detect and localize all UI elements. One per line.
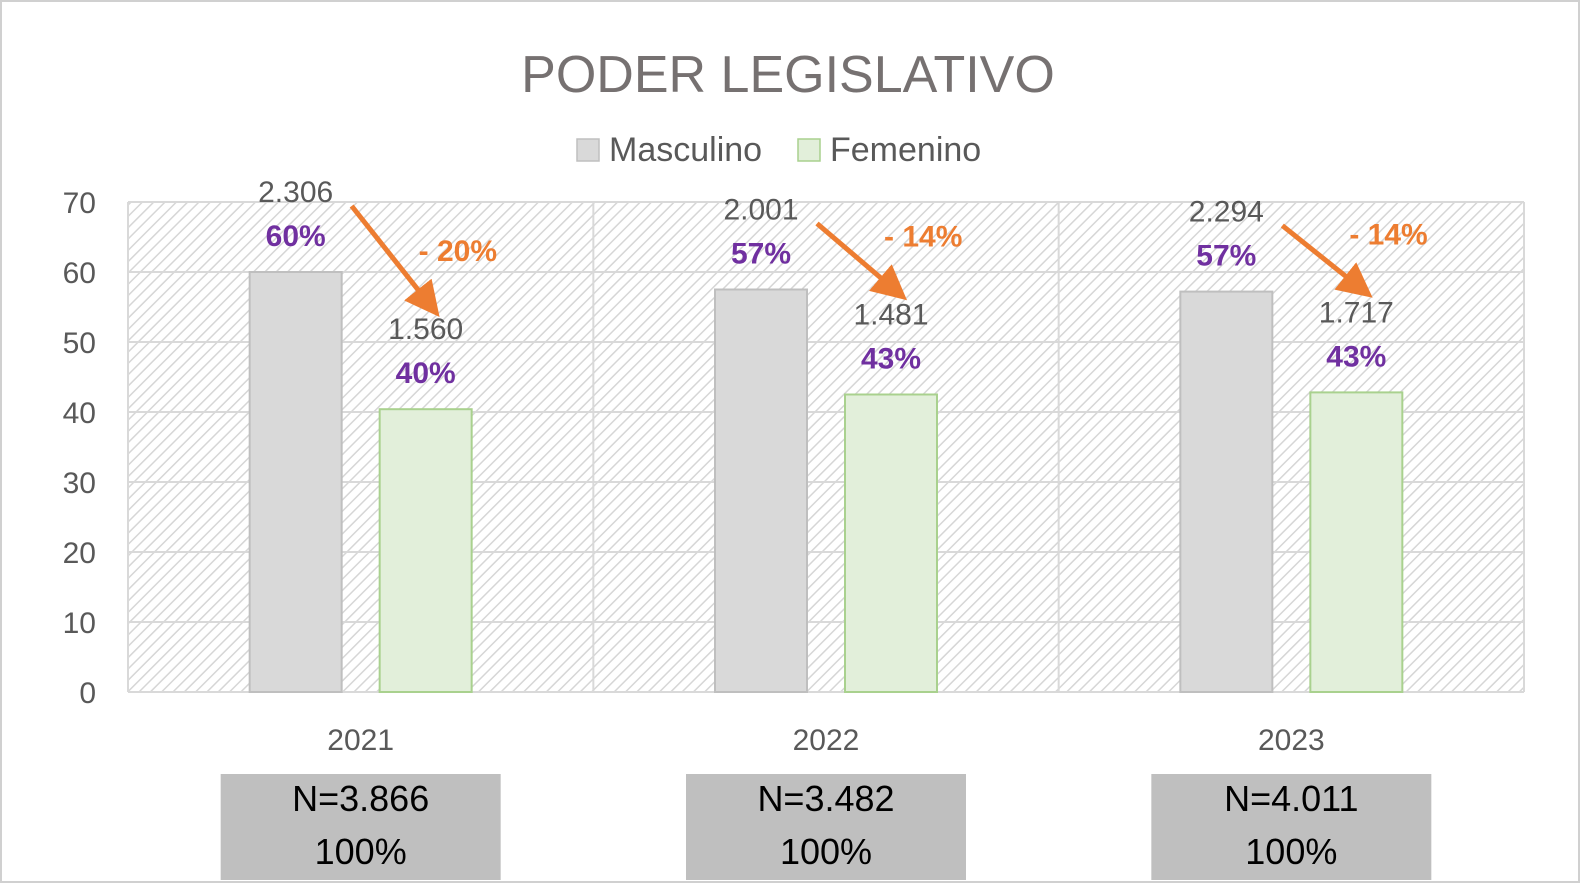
change-arrow bbox=[815, 221, 908, 301]
x-tick-label: 2023 bbox=[1258, 724, 1325, 757]
y-axis: 0 10 20 30 40 50 60 70 bbox=[63, 187, 96, 710]
bar-masculino-2021 bbox=[248, 271, 343, 693]
x-tick-label: 2021 bbox=[327, 724, 394, 757]
y-tick-label: 0 bbox=[79, 677, 96, 710]
y-tick-label: 60 bbox=[63, 257, 96, 290]
total-pct-label: 100% bbox=[1245, 831, 1337, 872]
legend-label-femenino: Femenino bbox=[830, 131, 981, 169]
legend-swatch-masculino bbox=[576, 138, 600, 162]
percent-label: 57% bbox=[731, 238, 791, 271]
total-box bbox=[220, 774, 501, 880]
percent-label: 43% bbox=[1326, 340, 1386, 373]
y-tick-label: 20 bbox=[63, 537, 96, 570]
percent-label: 60% bbox=[266, 220, 326, 253]
change-annotation: - 14% bbox=[1349, 218, 1427, 251]
bar-femenino-2022 bbox=[844, 393, 938, 693]
total-box bbox=[1151, 774, 1432, 880]
y-tick-label: 50 bbox=[63, 327, 96, 360]
legend: Masculino Femenino bbox=[576, 131, 981, 169]
y-tick-label: 40 bbox=[63, 397, 96, 430]
bar-femenino-2021 bbox=[378, 408, 473, 693]
bar-masculino-2023 bbox=[1179, 290, 1274, 693]
count-label: 1.717 bbox=[1319, 296, 1394, 329]
y-tick-label: 10 bbox=[63, 607, 96, 640]
y-tick-label: 70 bbox=[63, 187, 96, 220]
total-n-label: N=4.011 bbox=[1224, 778, 1358, 819]
percent-label: 57% bbox=[1196, 240, 1256, 273]
y-tick-label: 30 bbox=[63, 467, 96, 500]
bar-femenino-2023 bbox=[1309, 391, 1404, 693]
total-boxes: N=3.866 100% N=3.482 100% N=4.011 100% bbox=[220, 774, 1432, 880]
x-tick-label: 2022 bbox=[793, 724, 860, 757]
percent-label: 43% bbox=[861, 343, 921, 376]
legend-label-masculino: Masculino bbox=[609, 131, 762, 169]
percent-label: 40% bbox=[396, 357, 456, 390]
count-label: 2.306 bbox=[258, 176, 333, 209]
change-annotations: - 20% - 14% - 14% bbox=[349, 204, 1428, 317]
count-label: 2.294 bbox=[1189, 196, 1264, 229]
chart-title: PODER LEGISLATIVO bbox=[521, 46, 1055, 104]
total-pct-label: 100% bbox=[780, 831, 872, 872]
data-labels: 2.306 60% 1.560 40% 2.001 57% 1.481 43% 2.294 57%… bbox=[258, 176, 1394, 390]
total-pct-label: 100% bbox=[315, 831, 407, 872]
change-annotation: - 20% bbox=[419, 235, 497, 268]
legend-swatch-femenino bbox=[797, 138, 821, 162]
count-label: 2.001 bbox=[723, 194, 798, 227]
total-n-label: N=3.482 bbox=[757, 778, 894, 819]
change-arrow bbox=[349, 204, 440, 317]
total-box bbox=[686, 774, 966, 880]
x-axis: 2021 2022 2023 bbox=[327, 724, 1324, 757]
count-label: 1.560 bbox=[388, 313, 463, 346]
plot-area bbox=[128, 202, 1524, 692]
change-annotation: - 14% bbox=[884, 221, 962, 254]
count-label: 1.481 bbox=[853, 299, 928, 332]
bar-masculino-2022 bbox=[714, 288, 808, 693]
change-arrow bbox=[1280, 223, 1373, 298]
gridlines bbox=[127, 201, 1525, 693]
total-n-label: N=3.866 bbox=[292, 778, 429, 819]
bars bbox=[248, 271, 1404, 693]
